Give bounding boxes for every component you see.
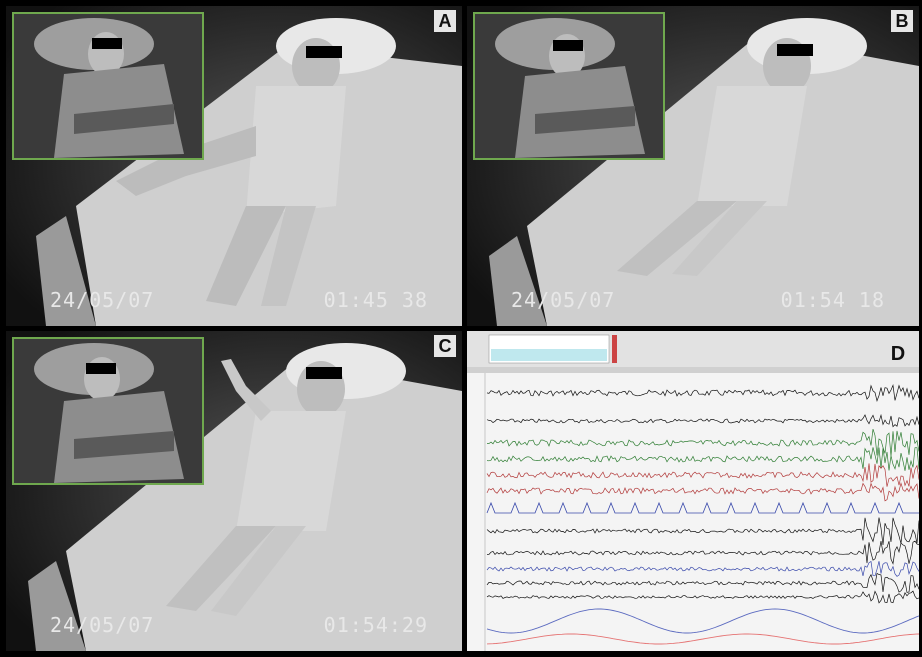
time-stamp: 01:54 18 [780,288,885,312]
date-stamp: 24/05/07 [50,613,155,637]
signal-trace [486,413,919,428]
time-stamp: 01:54:29 [323,613,428,637]
privacy-bar [777,44,813,56]
signal-trace [486,560,919,577]
panel-label: A [434,10,456,32]
signal-trace [486,517,919,546]
polysomnography-screen: D [467,331,919,651]
panel-label: C [434,335,456,357]
signal-trace [486,572,919,593]
video-frame-c: C 24/05/07 01:54:29 [6,331,462,651]
inset-video-closeup [12,337,204,485]
privacy-bar [306,367,342,379]
signal-trace [486,482,919,502]
signal-trace [486,540,919,565]
psg-traces [467,331,919,651]
signal-trace [486,428,919,457]
signal-trace [486,447,919,471]
video-frame-a: A 24/05/07 01:45 38 [6,6,462,326]
privacy-bar [306,46,342,58]
inset-video-closeup [12,12,204,160]
time-stamp: 01:45 38 [323,288,428,312]
bed-scene-illustration [6,6,462,326]
inset-video-closeup [473,12,665,160]
date-stamp: 24/05/07 [511,288,616,312]
respiration-trace [486,608,919,634]
signal-trace [486,590,919,604]
panel-label: B [891,10,913,32]
ecg-trace [486,501,919,514]
respiration-trace [486,633,919,645]
signal-trace [486,463,919,487]
signal-trace [486,383,919,402]
date-stamp: 24/05/07 [50,288,155,312]
bed-scene-illustration [467,6,919,326]
video-frame-b: B 24/05/07 01:54 18 [467,6,919,326]
panel-label: D [890,343,906,365]
